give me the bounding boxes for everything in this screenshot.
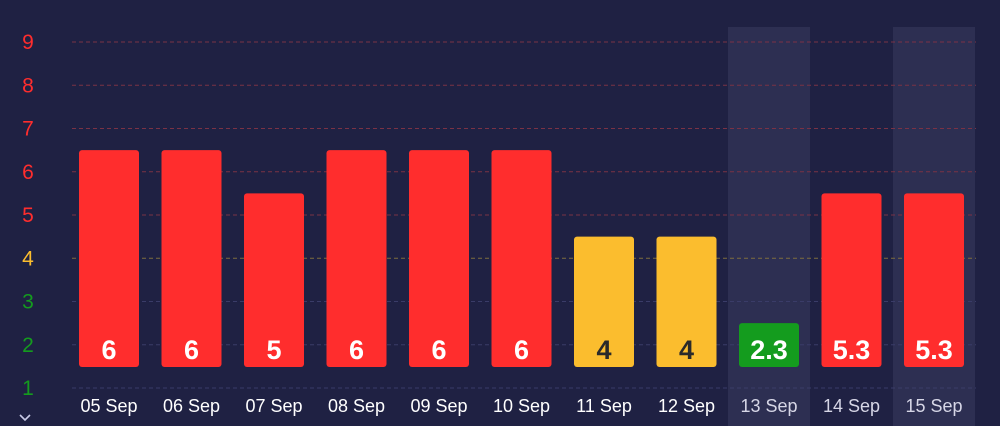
bar[interactable] (326, 150, 387, 367)
bar[interactable] (161, 150, 222, 367)
x-axis: 05 Sep 06 Sep 07 Sep 08 Sep 09 Sep 10 Sep 11 S… (80, 396, 962, 416)
bar-value-label: 2.3 (750, 335, 788, 365)
bar[interactable] (79, 150, 139, 367)
x-tick-label: 08 Sep (328, 396, 385, 416)
x-tick-label: 15 Sep (905, 396, 962, 416)
bar[interactable] (739, 323, 799, 367)
bar-value-label: 5.3 (915, 335, 953, 365)
x-tick-label: 09 Sep (410, 396, 467, 416)
bar-value-label: 6 (431, 335, 446, 365)
bar[interactable] (656, 236, 717, 367)
bar-value-label: 4 (679, 335, 694, 365)
y-tick-label: 2 (22, 334, 34, 357)
y-tick-label: 3 (22, 291, 34, 314)
bar[interactable] (574, 236, 634, 367)
bar[interactable] (904, 193, 964, 367)
bar-value-label: 6 (514, 335, 529, 365)
x-tick-label: 05 Sep (80, 396, 137, 416)
x-tick-label: 11 Sep (576, 396, 632, 416)
bar[interactable] (409, 150, 469, 367)
bar[interactable] (244, 193, 304, 367)
bar[interactable] (491, 150, 552, 367)
y-axis: 9 8 7 6 5 4 3 2 1 (22, 31, 34, 400)
chevron-down-icon[interactable] (19, 414, 31, 422)
bar-value-label: 6 (101, 335, 116, 365)
y-tick-label: 7 (22, 118, 34, 141)
y-tick-label: 5 (22, 204, 34, 227)
bar-value-label: 5.3 (833, 335, 871, 365)
y-tick-label: 4 (22, 247, 34, 270)
x-tick-label: 06 Sep (163, 396, 220, 416)
x-tick-label: 14 Sep (823, 396, 880, 416)
bar-value-label: 5 (266, 335, 281, 365)
bars: 6 6 5 6 6 6 4 4 2.3 5.3 5.3 (79, 150, 964, 367)
bar-value-label: 6 (349, 335, 364, 365)
y-tick-label: 9 (22, 31, 34, 54)
y-tick-label: 6 (22, 161, 34, 184)
bar-value-label: 4 (596, 335, 611, 365)
y-tick-label: 8 (22, 74, 34, 97)
x-tick-label: 13 Sep (740, 396, 797, 416)
bar-value-label: 6 (184, 335, 199, 365)
x-tick-label: 12 Sep (658, 396, 715, 416)
x-tick-label: 10 Sep (493, 396, 550, 416)
x-tick-label: 07 Sep (245, 396, 302, 416)
bar[interactable] (821, 193, 882, 367)
y-tick-label: 1 (22, 377, 34, 400)
